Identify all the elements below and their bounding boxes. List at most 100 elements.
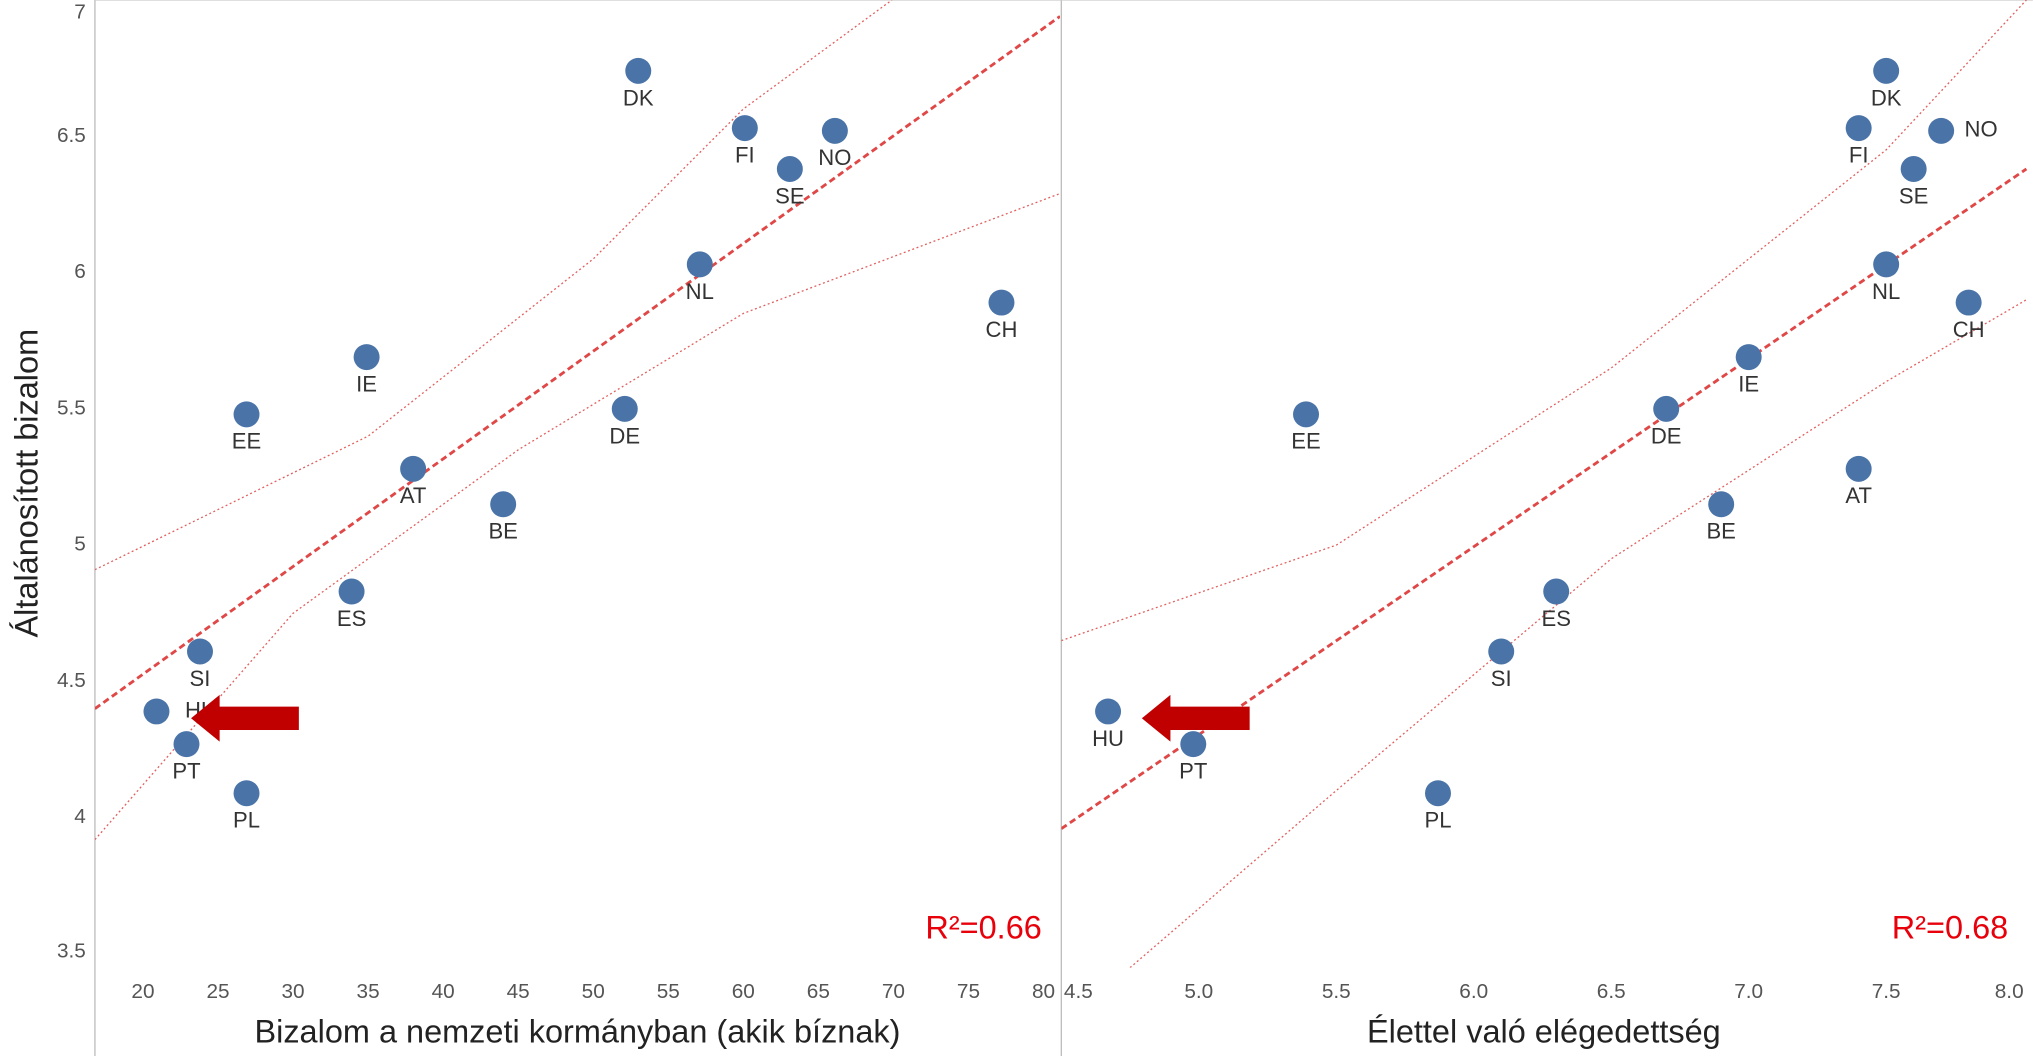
data-point xyxy=(1543,578,1570,605)
y-axis-label: Általánosított bizalom xyxy=(8,329,44,638)
data-point xyxy=(611,395,638,422)
point-label: ES xyxy=(1541,606,1570,631)
point-label: DK xyxy=(1871,85,1902,110)
data-point xyxy=(143,698,170,725)
confidence-band xyxy=(1129,299,2027,968)
r-squared: R²=0.68 xyxy=(1892,910,2008,946)
point-label: DK xyxy=(623,85,654,110)
confidence-band xyxy=(94,192,1061,841)
y-tick-label: 6.5 xyxy=(57,124,86,147)
x-tick-label: 7.0 xyxy=(1734,980,1763,1003)
point-label: BE xyxy=(488,519,517,544)
point-label: DE xyxy=(1651,423,1682,448)
point-label: NL xyxy=(686,279,714,304)
point-label: NO xyxy=(818,145,851,170)
data-point xyxy=(821,117,848,144)
x-tick-label: 50 xyxy=(582,980,605,1003)
point-label: PL xyxy=(233,808,260,833)
data-point xyxy=(1180,731,1207,758)
x-tick-label: 80 xyxy=(1032,980,1055,1003)
y-tick-label: 4 xyxy=(74,805,86,828)
y-tick-label: 5 xyxy=(74,533,86,556)
confidence-band xyxy=(94,0,893,571)
y-tick-label: 5.5 xyxy=(57,396,86,419)
data-point xyxy=(338,578,365,605)
point-label: PT xyxy=(1179,759,1207,784)
data-point xyxy=(1955,289,1982,316)
data-point xyxy=(1845,115,1872,142)
data-point xyxy=(353,344,380,371)
data-point xyxy=(988,289,1015,316)
data-point xyxy=(1928,117,1955,144)
y-tick-label: 6 xyxy=(74,260,86,283)
x-tick-label: 75 xyxy=(957,980,980,1003)
x-tick-label: 65 xyxy=(807,980,830,1003)
data-point xyxy=(1095,698,1122,725)
data-point xyxy=(1653,395,1680,422)
point-label: PT xyxy=(172,759,200,784)
point-label: HU xyxy=(1092,726,1124,751)
trend-line xyxy=(94,15,1061,710)
x-tick-label: 25 xyxy=(206,980,229,1003)
data-point xyxy=(1873,57,1900,84)
point-label: SE xyxy=(775,183,804,208)
data-point xyxy=(776,156,803,182)
data-point xyxy=(1873,251,1900,278)
point-label: SE xyxy=(1899,183,1928,208)
point-label: ES xyxy=(337,606,366,631)
data-point xyxy=(731,115,758,142)
point-label: FI xyxy=(735,143,755,168)
confidence-band xyxy=(1061,0,2027,642)
point-label: AT xyxy=(1845,483,1872,508)
data-point xyxy=(1735,344,1762,371)
point-label: DE xyxy=(609,423,640,448)
plot-area xyxy=(1061,0,2028,968)
point-label: PL xyxy=(1424,808,1451,833)
point-label: FI xyxy=(1849,143,1869,168)
x-tick-label: 40 xyxy=(432,980,455,1003)
data-point xyxy=(1488,638,1515,665)
y-tick-label: 3.5 xyxy=(57,940,86,963)
x-tick-label: 6.0 xyxy=(1459,980,1488,1003)
point-label: CH xyxy=(1953,317,1985,342)
x-tick-label: 4.5 xyxy=(1064,980,1093,1003)
point-label: NO xyxy=(1965,117,1998,142)
x-tick-label: 30 xyxy=(281,980,304,1003)
x-axis-label: Élettel való elégedettség xyxy=(1367,1013,1721,1049)
y-tick-label: 4.5 xyxy=(57,669,86,692)
x-tick-label: 8.0 xyxy=(1995,980,2024,1003)
data-point xyxy=(686,251,713,278)
r-squared: R²=0.66 xyxy=(925,910,1041,946)
x-tick-label: 55 xyxy=(657,980,680,1003)
data-point xyxy=(233,780,260,807)
data-point xyxy=(490,491,517,518)
point-label: IE xyxy=(356,371,377,396)
x-tick-label: 6.5 xyxy=(1597,980,1626,1003)
data-point xyxy=(1900,156,1927,182)
data-point xyxy=(1293,401,1320,428)
data-point xyxy=(233,401,260,428)
x-axis-label: Bizalom a nemzeti kormányban (akik bízna… xyxy=(254,1013,900,1049)
trend-line xyxy=(1061,167,2028,830)
data-point xyxy=(400,455,427,482)
y-tick-label: 7 xyxy=(74,0,86,23)
point-label: BE xyxy=(1706,519,1735,544)
plot-area xyxy=(94,0,1061,841)
data-point xyxy=(187,638,213,665)
point-label: SI xyxy=(190,666,211,691)
point-label: CH xyxy=(986,317,1018,342)
data-point xyxy=(1425,780,1451,807)
x-tick-label: 70 xyxy=(882,980,905,1003)
x-tick-label: 20 xyxy=(131,980,154,1003)
point-label: SI xyxy=(1491,666,1512,691)
data-point xyxy=(1845,455,1872,482)
x-tick-label: 5.5 xyxy=(1322,980,1351,1003)
point-label: AT xyxy=(400,483,427,508)
x-tick-label: 5.0 xyxy=(1184,980,1213,1003)
data-point xyxy=(1708,491,1735,518)
point-label: EE xyxy=(232,429,261,454)
x-tick-label: 60 xyxy=(732,980,755,1003)
point-label: NL xyxy=(1872,279,1900,304)
point-label: IE xyxy=(1738,371,1759,396)
